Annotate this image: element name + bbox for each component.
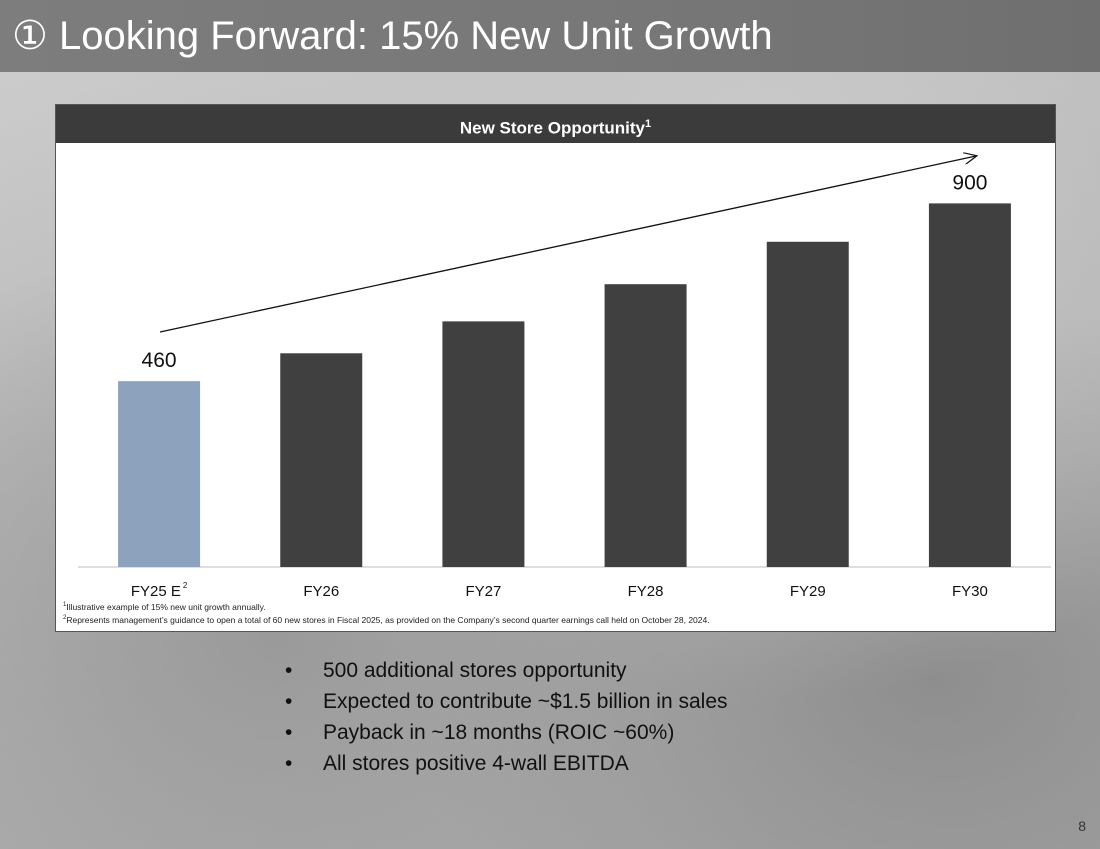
chart-header: New Store Opportunity1 [56, 105, 1055, 143]
data-label: 900 [952, 171, 987, 194]
bar-fy27 [442, 321, 525, 567]
page-number: 8 [1078, 818, 1086, 834]
slide-title: ① Looking Forward: 15% New Unit Growth [12, 14, 773, 58]
trend-arrow [159, 156, 976, 333]
x-tick-label: FY28 [628, 583, 664, 600]
footnote-marker: 2 [63, 615, 67, 622]
x-tick-label: FY27 [465, 583, 501, 600]
footnote-2: 2Represents management’s guidance to ope… [63, 615, 710, 625]
chart-panel: New Store Opportunity1 460 FY25 E 2 FY26 FY2… [55, 104, 1056, 632]
footnote-text: Represents management’s guidance to open… [66, 615, 710, 625]
chart-title: New Store Opportunity [459, 118, 645, 138]
x-tick-label: FY26 [303, 583, 339, 600]
x-tick-label: FY30 [952, 583, 988, 600]
title-bar: ① Looking Forward: 15% New Unit Growth [0, 0, 1100, 72]
bullet-list: 500 additional stores opportunity Expect… [285, 655, 728, 779]
bullet-item: All stores positive 4-wall EBITDA [285, 748, 728, 779]
x-tick-label: FY29 [790, 583, 826, 600]
bar-fy28 [604, 284, 687, 567]
bullet-item: 500 additional stores opportunity [285, 655, 728, 686]
bullet-item: Expected to contribute ~$1.5 billion in … [285, 686, 728, 717]
bar-fy29 [766, 241, 849, 567]
footnote-text: Illustrative example of 15% new unit gro… [66, 602, 266, 612]
tick-footnote-marker: 2 [183, 581, 188, 590]
bar-chart: 460 FY25 E 2 FY26 FY27 FY28 FY29 900 FY30 [78, 143, 1051, 600]
footnote-1: 1Illustrative example of 15% new unit gr… [63, 602, 266, 612]
bullet-item: Payback in ~18 months (ROIC ~60%) [285, 717, 728, 748]
bar-fy30 [928, 203, 1011, 567]
bar-fy25-e [118, 381, 201, 567]
data-label: 460 [142, 349, 177, 372]
footnote-marker: 1 [63, 602, 67, 609]
bar-fy26 [280, 353, 363, 567]
chart-title-footnote-marker: 1 [645, 118, 652, 130]
